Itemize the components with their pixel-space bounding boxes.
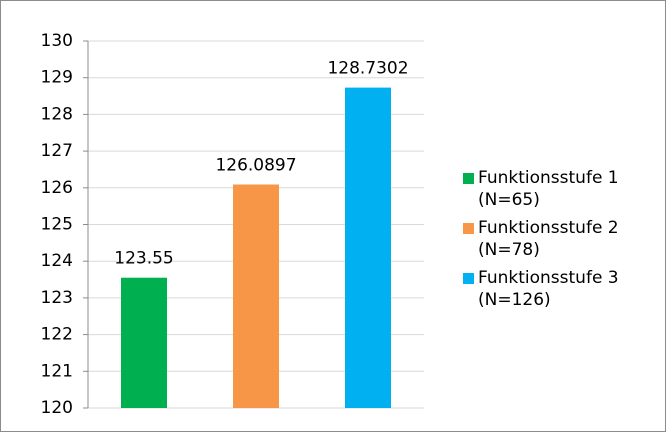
legend-item: Funktionsstufe 1 (N=65) bbox=[463, 167, 663, 211]
y-tick-label: 125 bbox=[41, 215, 73, 235]
legend-swatch bbox=[463, 273, 474, 284]
value-label: 126.0897 bbox=[215, 156, 296, 176]
legend-swatch bbox=[463, 223, 474, 234]
bar bbox=[345, 87, 391, 409]
legend: Funktionsstufe 1 (N=65) Funktionsstufe 2 … bbox=[463, 167, 663, 317]
legend-item: Funktionsstufe 3 (N=126) bbox=[463, 267, 663, 311]
y-tick-label: 124 bbox=[41, 251, 73, 271]
y-tick-label: 122 bbox=[41, 325, 73, 345]
y-tick-label: 128 bbox=[41, 104, 73, 124]
y-tick-label: 123 bbox=[41, 288, 73, 308]
legend-label: Funktionsstufe 2 (N=78) bbox=[478, 218, 619, 260]
legend-item: Funktionsstufe 2 (N=78) bbox=[463, 217, 663, 261]
y-tick-label: 121 bbox=[41, 361, 73, 381]
y-tick-label: 126 bbox=[41, 178, 73, 198]
bar bbox=[233, 184, 279, 408]
legend-label: Funktionsstufe 1 (N=65) bbox=[478, 168, 619, 210]
y-tick-label: 130 bbox=[41, 31, 73, 51]
value-label: 123.55 bbox=[114, 249, 173, 269]
y-tick-label: 120 bbox=[41, 398, 73, 418]
legend-swatch bbox=[463, 173, 474, 184]
legend-label: Funktionsstufe 3 (N=126) bbox=[478, 268, 619, 310]
value-label: 128.7302 bbox=[327, 59, 408, 79]
bar bbox=[121, 277, 167, 408]
y-tick-label: 127 bbox=[41, 141, 73, 161]
y-tick-label: 129 bbox=[41, 68, 73, 88]
